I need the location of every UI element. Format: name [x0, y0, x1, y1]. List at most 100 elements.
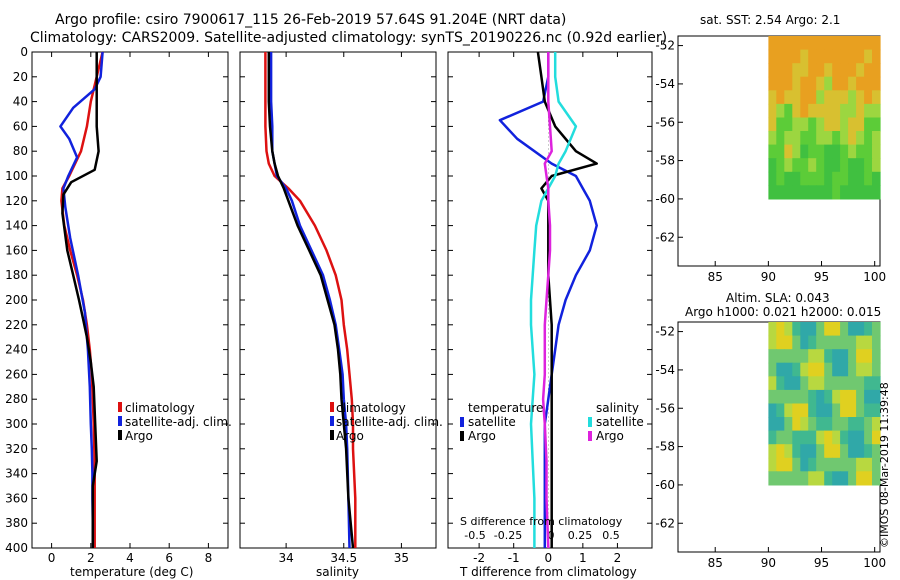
map-cell	[856, 158, 865, 173]
map-cell	[784, 362, 793, 377]
map-cell	[872, 171, 881, 186]
map-cell	[776, 103, 785, 119]
map-cell	[816, 444, 825, 459]
map-cell	[848, 90, 857, 105]
map-cell	[776, 158, 785, 173]
legend-label-climatology: climatology	[336, 401, 406, 415]
map-cell	[768, 471, 777, 486]
map-cell	[840, 376, 849, 391]
secondary-x-tick-label: 0.25	[568, 529, 593, 542]
x-tick-label: 4	[126, 551, 134, 565]
map-cell	[848, 417, 857, 432]
map-cell	[872, 131, 881, 146]
map-cell	[776, 417, 785, 432]
map-cell	[856, 430, 865, 445]
map-cell	[864, 417, 873, 432]
map-cell	[800, 185, 809, 200]
map-cell	[800, 144, 809, 159]
map-cell	[864, 144, 873, 159]
map-cell	[776, 444, 785, 459]
salinity-xlabel: salinity	[316, 565, 359, 579]
map-cell	[824, 362, 833, 377]
map-cell	[776, 335, 785, 350]
map-cell	[800, 403, 809, 418]
map-cell	[840, 349, 849, 364]
y-tick-label: 340	[5, 467, 28, 481]
map-cell	[776, 349, 785, 364]
map-cell	[856, 131, 865, 146]
map-cell	[872, 335, 881, 350]
secondary-x-tick-label: -0.25	[494, 529, 522, 542]
x-tick-label: 0	[48, 551, 56, 565]
map-cell	[816, 471, 825, 486]
map-cell	[840, 171, 849, 186]
map-cell	[824, 457, 833, 472]
lon-tick-label: 90	[761, 270, 776, 284]
map-cell	[872, 403, 881, 418]
legend-swatch-satellite	[330, 416, 334, 426]
map-cell	[816, 158, 825, 173]
legend-label-climatology: climatology	[125, 401, 195, 415]
map-cell	[840, 131, 849, 146]
map-cell	[808, 389, 817, 405]
map-cell	[808, 63, 817, 78]
map-cell	[792, 389, 801, 405]
legend-swatch-argo	[118, 430, 122, 440]
sst-map-title: sat. SST: 2.54 Argo: 2.1	[700, 13, 840, 27]
map-cell	[848, 403, 857, 418]
map-cell	[792, 430, 801, 445]
lat-tick-label: -62	[655, 516, 675, 530]
map-cell	[768, 403, 777, 418]
map-cell	[768, 335, 777, 350]
map-cell	[848, 457, 857, 472]
map-cell	[856, 49, 865, 64]
map-cell	[792, 144, 801, 159]
map-cell	[792, 90, 801, 105]
lon-tick-label: 85	[708, 270, 723, 284]
map-cell	[792, 322, 801, 337]
map-cell	[816, 430, 825, 445]
map-cell	[816, 322, 825, 337]
lat-tick-label: -60	[655, 192, 675, 206]
map-cell	[832, 471, 841, 486]
lon-tick-label: 100	[863, 556, 886, 570]
y-tick-label: 160	[5, 243, 28, 257]
map-cell	[816, 185, 825, 200]
map-cell	[872, 430, 881, 445]
map-cell	[784, 457, 793, 472]
map-cell	[872, 117, 881, 132]
y-tick-label: 280	[5, 392, 28, 406]
lat-tick-label: -56	[655, 115, 675, 129]
map-cell	[808, 49, 817, 64]
watermark: ©IMOS 08-Mar-2019 11:39:48	[878, 382, 891, 548]
map-cell	[776, 376, 785, 391]
map-cell	[784, 90, 793, 105]
y-tick-label: 40	[13, 95, 28, 109]
map-cell	[768, 144, 777, 159]
map-cell	[832, 444, 841, 459]
map-cell	[864, 322, 873, 337]
map-cell	[872, 349, 881, 364]
lat-tick-label: -58	[655, 154, 675, 168]
lon-tick-label: 90	[761, 556, 776, 570]
y-tick-label: 360	[5, 491, 28, 505]
map-cell	[848, 376, 857, 391]
map-cell	[776, 36, 785, 51]
map-cell	[768, 444, 777, 459]
map-cell	[856, 471, 865, 486]
map-cell	[816, 403, 825, 418]
map-cell	[848, 471, 857, 486]
map-cell	[824, 103, 833, 119]
map-cell	[768, 36, 777, 51]
series-line-sal_argo	[541, 52, 553, 549]
map-cell	[768, 76, 777, 91]
map-cell	[832, 185, 841, 200]
map-cell	[864, 171, 873, 186]
map-cell	[848, 362, 857, 377]
map-cell	[768, 171, 777, 186]
map-cell	[856, 457, 865, 472]
map-cell	[872, 417, 881, 432]
map-cell	[808, 322, 817, 337]
map-cell	[856, 63, 865, 78]
series-line-argo	[536, 51, 598, 548]
